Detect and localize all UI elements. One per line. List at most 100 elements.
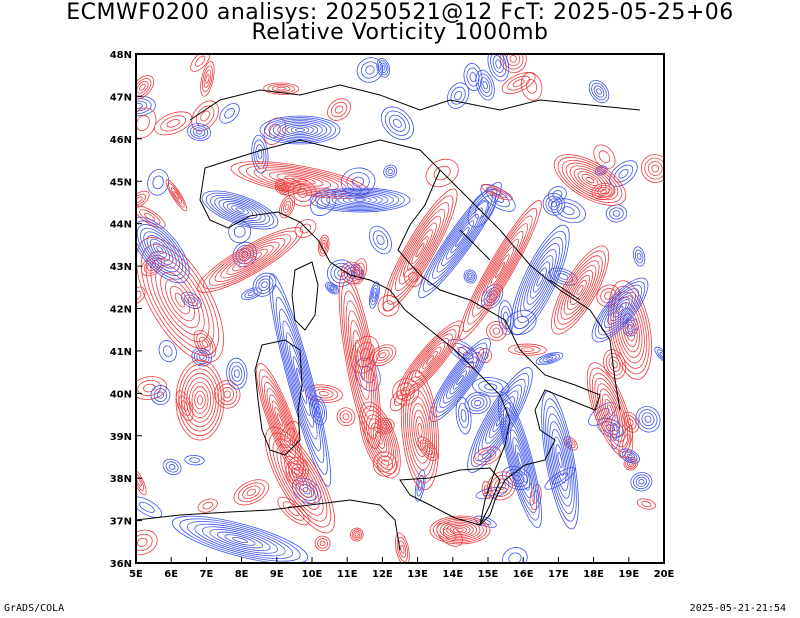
contour-line (319, 237, 329, 254)
contour-line (594, 165, 608, 176)
contour-line (136, 193, 147, 206)
contour-line (217, 531, 263, 549)
contour-line (545, 356, 554, 361)
contour-line (400, 544, 405, 554)
contour-line (136, 107, 157, 139)
contour-line (403, 329, 457, 391)
contour-line (599, 388, 621, 432)
contour-line (457, 346, 479, 369)
contour-line (486, 321, 507, 342)
contour-line (382, 188, 458, 312)
contour-line (136, 100, 148, 112)
contour-line (173, 191, 180, 200)
contour-line (382, 300, 395, 312)
contour-line (378, 60, 389, 76)
contour-line (194, 523, 286, 557)
contour-line (353, 530, 361, 539)
contour-line (146, 259, 160, 272)
contour-line (232, 248, 268, 272)
contour-line (136, 224, 184, 276)
contour-line (175, 359, 225, 441)
lon-label: 12E (372, 569, 393, 580)
contour-line (389, 389, 408, 412)
contour-line (210, 194, 270, 226)
contour-line (542, 355, 557, 363)
contour-line (550, 198, 586, 224)
contour-line (137, 379, 162, 397)
contour-line (252, 272, 277, 297)
contour-line (536, 273, 544, 287)
contour-line (415, 416, 425, 444)
contour-line (376, 234, 385, 246)
contour-line (372, 426, 388, 454)
contour-line (442, 521, 478, 539)
contour-line (369, 225, 392, 255)
contour-line (197, 498, 218, 513)
contour-line (378, 352, 387, 359)
contour-line (295, 128, 305, 132)
contour-line (400, 386, 411, 397)
lat-label: 40N (110, 389, 132, 400)
contour-line (576, 284, 584, 296)
contour-line (612, 423, 618, 441)
contour-line (209, 529, 271, 551)
contour-line (191, 100, 219, 132)
contour-line (165, 179, 188, 212)
contour-line (591, 277, 649, 343)
contour-line (407, 333, 453, 387)
contour-line (458, 200, 542, 340)
lat-label: 36N (110, 559, 132, 570)
contour-line (541, 390, 579, 530)
contour-line (268, 171, 332, 189)
contour-line (446, 361, 474, 399)
contour-line (261, 169, 339, 191)
contour-line (636, 252, 642, 261)
contour-line (171, 515, 309, 563)
contour-line (425, 158, 459, 188)
contour-line (487, 54, 510, 82)
contour-line (535, 352, 564, 366)
contour-line (449, 365, 471, 395)
contour-line (286, 124, 314, 136)
contour-line (442, 356, 478, 404)
contour-line (395, 532, 410, 563)
contour-line (465, 271, 476, 282)
contour-line (309, 386, 339, 401)
contour-line (413, 409, 427, 451)
contour-line (174, 292, 186, 308)
contour-line (492, 55, 504, 73)
lat-label: 46N (110, 135, 132, 146)
contour-line (441, 213, 479, 267)
contour-line (481, 238, 519, 302)
contour-line (244, 289, 259, 299)
contour-line (197, 227, 303, 293)
contour-line (302, 487, 311, 495)
contour-line (446, 523, 474, 537)
contour-line (557, 255, 603, 325)
contour-line (529, 261, 551, 299)
contour-line (136, 376, 168, 400)
contour-line (369, 281, 380, 309)
contour-line (605, 424, 616, 432)
contour-line (352, 330, 368, 390)
contour-line (383, 164, 398, 179)
contour-line (279, 308, 321, 452)
contour-line (399, 215, 441, 285)
lat-label: 44N (110, 220, 132, 231)
contour-line (282, 320, 318, 440)
contour-line (136, 529, 158, 556)
contour-line (372, 291, 377, 299)
contour-line (601, 288, 639, 332)
contour-line (231, 365, 243, 382)
contour-line (188, 381, 212, 419)
contour-line (194, 390, 206, 410)
contour-line (396, 320, 464, 400)
contour-line (551, 245, 609, 335)
contour-line (620, 307, 640, 353)
contour-line (491, 189, 503, 196)
contour-line (201, 190, 279, 230)
contour-line (505, 414, 535, 506)
contour-line (276, 444, 324, 516)
contour-line (520, 72, 543, 101)
contour-line (474, 378, 526, 462)
